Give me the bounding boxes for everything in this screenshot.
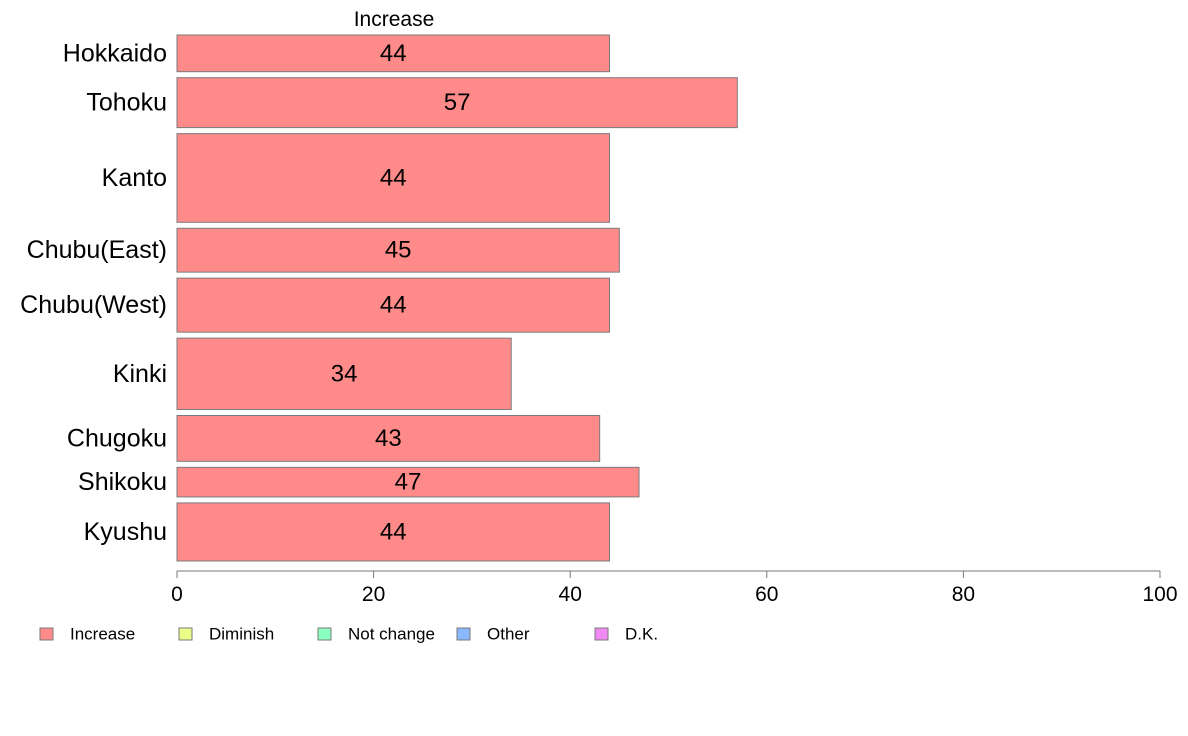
- x-tick-label: 40: [559, 583, 582, 606]
- category-labels: Hokkaido Tohoku Kanto Chubu(East) Chubu(West…: [20, 39, 167, 546]
- legend: Increase Diminish Not change Other D.K.: [39, 625, 658, 644]
- x-tick-label: 100: [1142, 583, 1177, 606]
- bar-chubu-west-: [176, 277, 611, 333]
- legend-swatch: [317, 627, 332, 641]
- bar-kanto: [176, 133, 611, 223]
- value-label: 47: [395, 469, 422, 496]
- value-label: 44: [380, 518, 407, 545]
- value-label: 34: [331, 360, 358, 387]
- category-label: Hokkaido: [63, 39, 167, 67]
- legend-label: D.K.: [625, 625, 658, 644]
- legend-label: Diminish: [209, 625, 274, 644]
- category-label: Shikoku: [78, 468, 167, 496]
- category-label: Tohoku: [86, 89, 167, 117]
- legend-label: Increase: [70, 625, 135, 644]
- bar-kinki: [176, 337, 512, 410]
- x-tick-label: 0: [171, 583, 183, 606]
- legend-swatch: [594, 627, 609, 641]
- x-tick-label: 20: [362, 583, 385, 606]
- legend-label: Not change: [348, 625, 435, 644]
- legend-swatch: [39, 627, 54, 641]
- x-tick-label: 80: [952, 583, 975, 606]
- value-label: 44: [380, 40, 407, 67]
- legend-swatch: [456, 627, 471, 641]
- legend-label: Other: [487, 625, 530, 644]
- x-axis: 0 20 40 60 80 100: [171, 570, 1178, 606]
- x-tick-label: 60: [755, 583, 778, 606]
- bar-kyushu: [176, 502, 611, 562]
- series-heading: Increase: [354, 8, 435, 31]
- bar-chugoku: [176, 414, 601, 462]
- category-label: Kanto: [102, 164, 167, 192]
- value-label: 57: [444, 89, 471, 116]
- bars-group: 44 57 44 45 44 34 43 47 44: [176, 34, 738, 562]
- category-label: Kyushu: [84, 518, 167, 546]
- value-label: 44: [380, 164, 407, 191]
- legend-swatch: [178, 627, 193, 641]
- category-label: Chubu(East): [27, 236, 167, 264]
- category-label: Chugoku: [67, 424, 167, 452]
- bar-hokkaido: [176, 34, 611, 73]
- bar-tohoku: [176, 77, 738, 129]
- value-label: 45: [385, 237, 412, 264]
- bar-shikoku: [176, 466, 640, 498]
- category-label: Kinki: [113, 360, 167, 388]
- value-label: 44: [380, 292, 407, 319]
- category-label: Chubu(West): [20, 291, 167, 319]
- bar-chubu-east-: [176, 227, 620, 273]
- value-label: 43: [375, 425, 402, 452]
